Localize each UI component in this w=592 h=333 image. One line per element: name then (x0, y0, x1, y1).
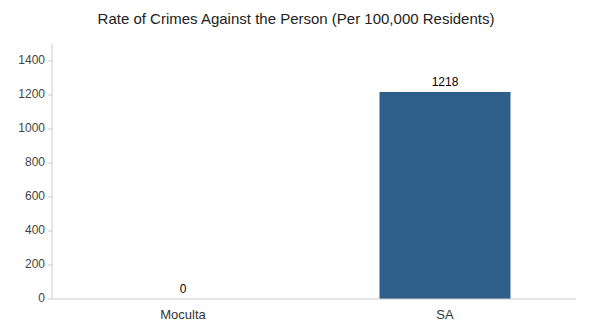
x-tick-label: SA (436, 307, 454, 322)
data-label: 0 (180, 282, 187, 296)
x-axis-line (52, 299, 576, 300)
chart-container: Rate of Crimes Against the Person (Per 1… (0, 0, 592, 333)
x-tick-label: Moculta (160, 307, 206, 322)
y-tick-label: 1400 (18, 53, 45, 67)
y-tick (48, 95, 52, 96)
y-tick (48, 231, 52, 232)
chart-svg: Rate of Crimes Against the Person (Per 1… (0, 0, 592, 333)
y-tick (48, 163, 52, 164)
data-label: 1218 (432, 75, 459, 89)
y-tick-label: 1200 (18, 87, 45, 101)
y-axis-line (52, 44, 53, 299)
x-axis: Moculta SA (160, 307, 454, 322)
y-tick (48, 129, 52, 130)
bar (380, 92, 511, 299)
y-tick-label: 600 (25, 189, 45, 203)
chart-title: Rate of Crimes Against the Person (Per 1… (98, 10, 495, 27)
y-tick-label: 400 (25, 223, 45, 237)
data-labels: 0 1218 (180, 75, 459, 296)
y-tick (48, 265, 52, 266)
y-tick-label: 0 (38, 291, 45, 305)
y-axis: 0 200 400 600 800 1000 1200 1400 (18, 53, 52, 305)
y-tick-label: 800 (25, 155, 45, 169)
y-tick (48, 299, 52, 300)
y-tick-label: 1000 (18, 121, 45, 135)
y-tick (48, 197, 52, 198)
y-tick (48, 61, 52, 62)
bars (380, 92, 511, 299)
y-tick-label: 200 (25, 257, 45, 271)
